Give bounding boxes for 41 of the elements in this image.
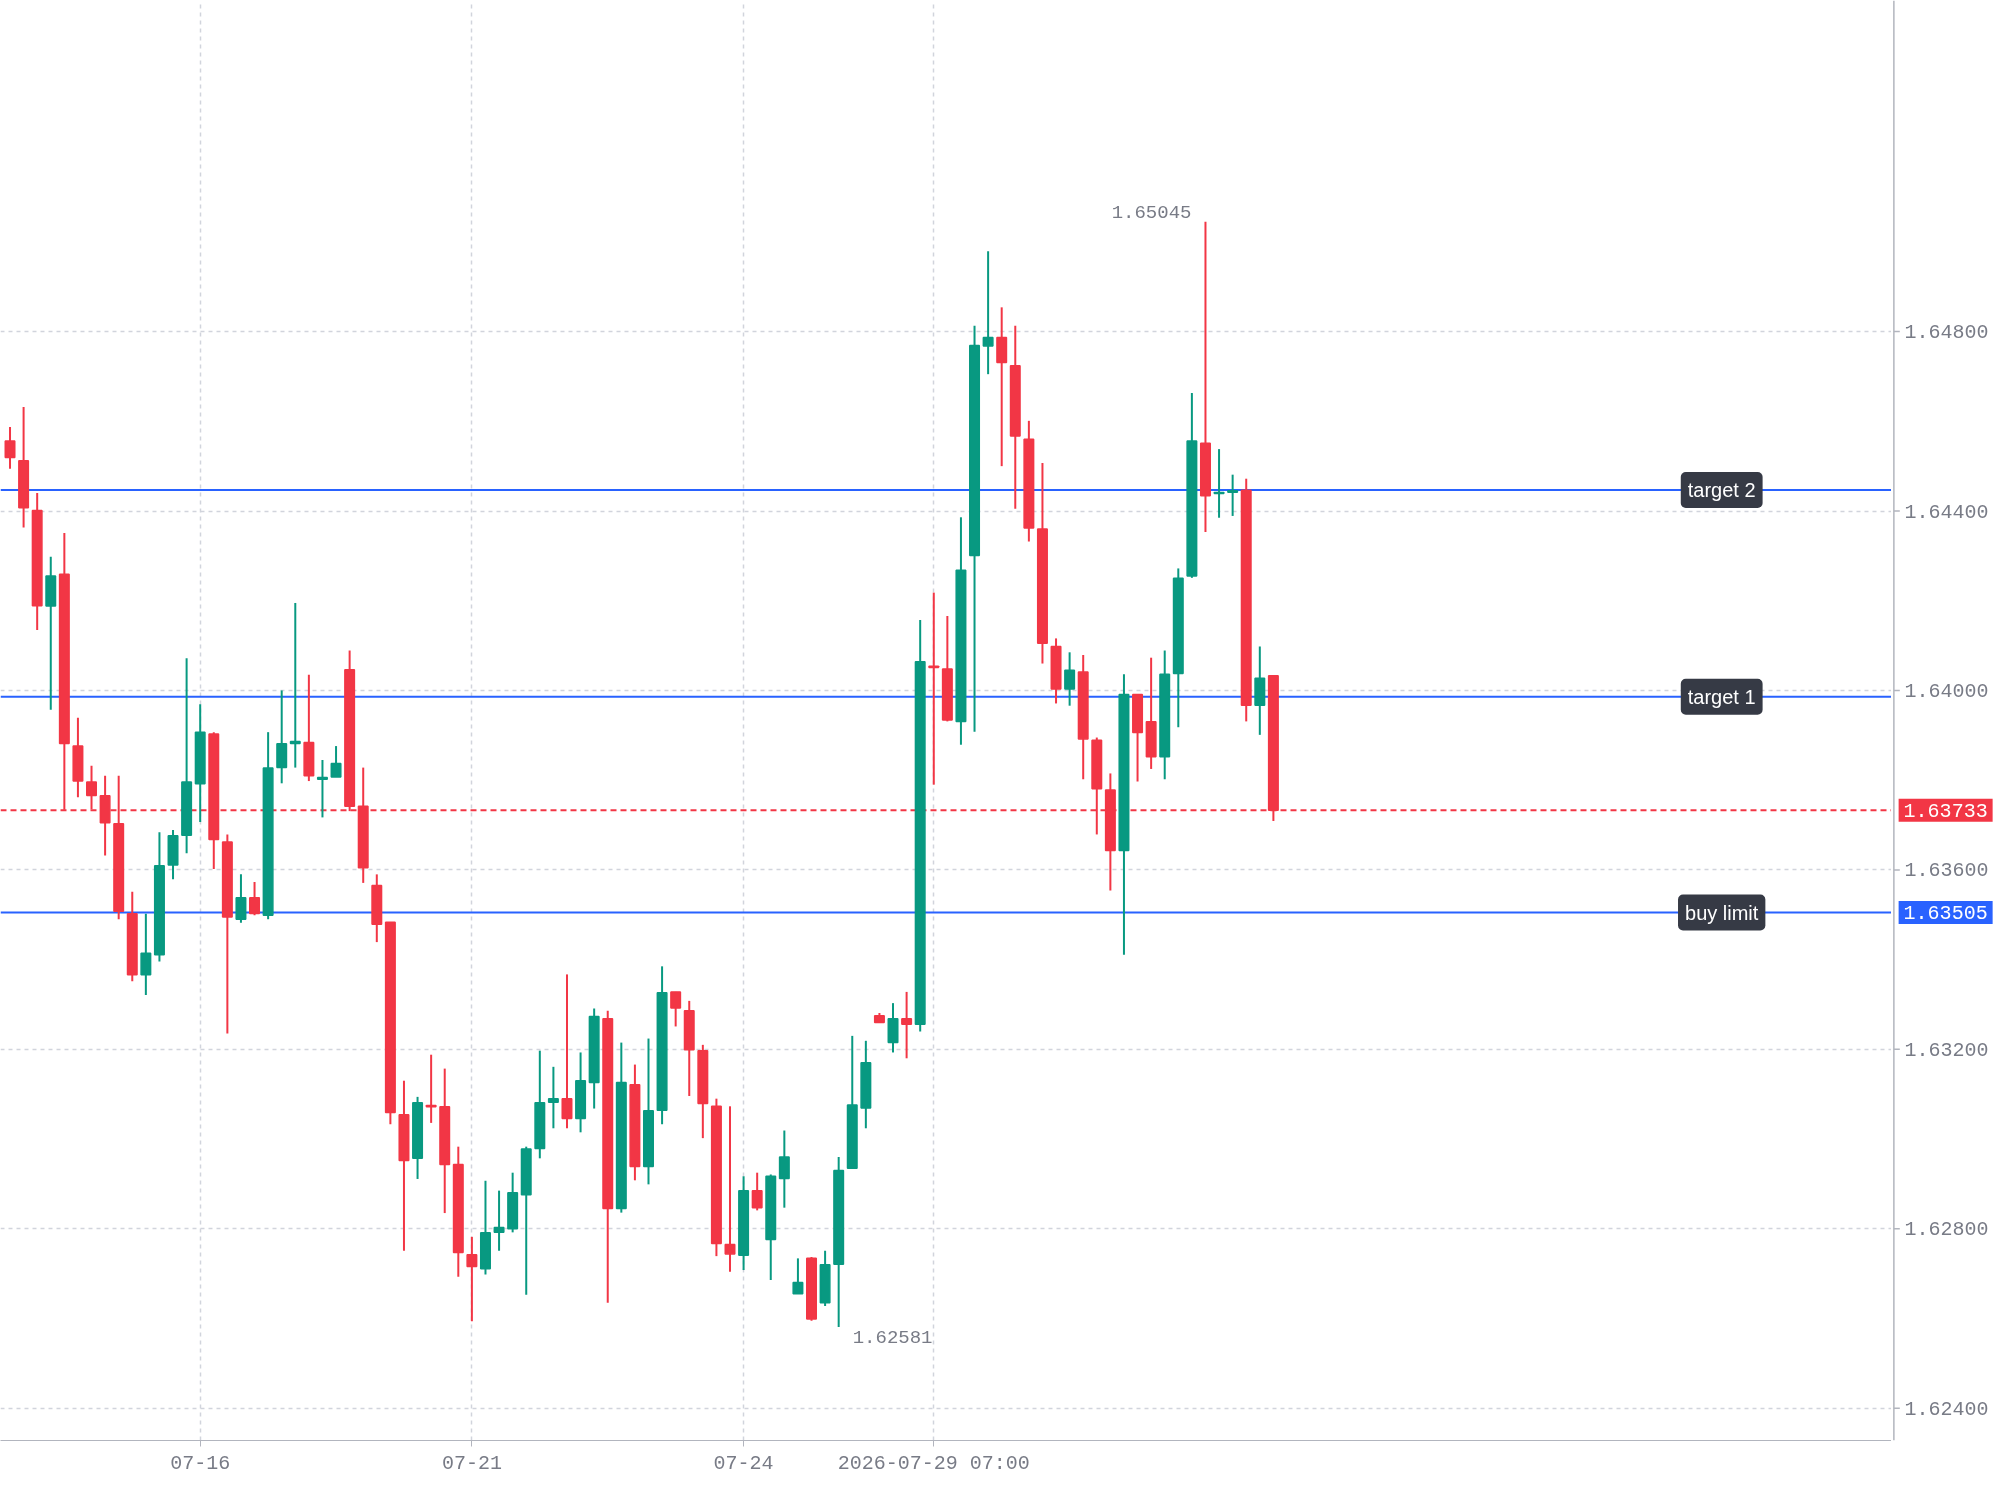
candlestick [249, 881, 261, 917]
x-tick-label: 07-21 [441, 1451, 502, 1475]
candlestick [493, 1189, 505, 1252]
annotation: 1.65045 [1111, 201, 1192, 224]
candlestick [235, 873, 247, 924]
candlestick [751, 1171, 763, 1212]
y-tick-label: 1.63505 [1903, 902, 1988, 925]
candlestick [1064, 651, 1076, 707]
annotation: 1.62581 [852, 1327, 933, 1349]
candlestick [330, 745, 342, 779]
candlestick [778, 1129, 790, 1209]
y-tick-label: 1.62800 [1904, 1218, 1989, 1242]
candlestick [561, 973, 573, 1130]
y-tick-label: 1.64000 [1904, 679, 1989, 703]
x-tick-label: 2026-07-29 07:00 [837, 1451, 1030, 1475]
y-tick-label: 1.63733 [1903, 799, 1988, 823]
ref-line-label: buy limit [1685, 901, 1759, 924]
candlestick [276, 689, 288, 785]
y-tick-label: 1.62400 [1904, 1397, 1989, 1421]
y-tick-label: 1.63600 [1904, 859, 1989, 883]
x-tick-label: 07-16 [170, 1451, 231, 1475]
candlestick [670, 990, 682, 1028]
ref-line-label: target 1 [1687, 685, 1756, 708]
candlestick [316, 758, 328, 819]
candlestick [547, 1065, 559, 1130]
candlestick [887, 1002, 899, 1054]
candlestick [928, 591, 940, 786]
candlestick [4, 426, 16, 470]
x-tick-label: 07-24 [713, 1451, 774, 1475]
candlestick [792, 1257, 804, 1295]
candlestick [140, 912, 152, 997]
y-tick-label: 1.64400 [1904, 500, 1989, 524]
y-tick-label: 1.63200 [1904, 1038, 1989, 1062]
candlestick [1227, 473, 1239, 517]
candlestick [289, 601, 301, 769]
candlestick [901, 990, 913, 1060]
candlestick [724, 1105, 736, 1273]
ref-line-label: target 2 [1687, 478, 1756, 501]
y-tick-label: 1.64800 [1904, 321, 1989, 345]
candlestick [982, 250, 994, 376]
candlestick [466, 1235, 478, 1323]
